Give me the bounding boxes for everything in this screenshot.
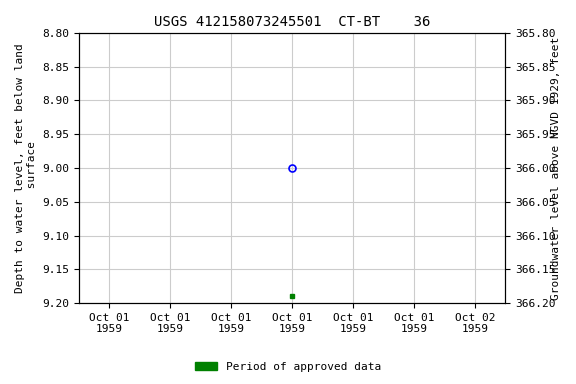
Y-axis label: Depth to water level, feet below land
 surface: Depth to water level, feet below land su… xyxy=(15,43,37,293)
Legend: Period of approved data: Period of approved data xyxy=(191,358,385,377)
Title: USGS 412158073245501  CT-BT    36: USGS 412158073245501 CT-BT 36 xyxy=(154,15,430,29)
Y-axis label: Groundwater level above NGVD 1929, feet: Groundwater level above NGVD 1929, feet xyxy=(551,36,561,300)
